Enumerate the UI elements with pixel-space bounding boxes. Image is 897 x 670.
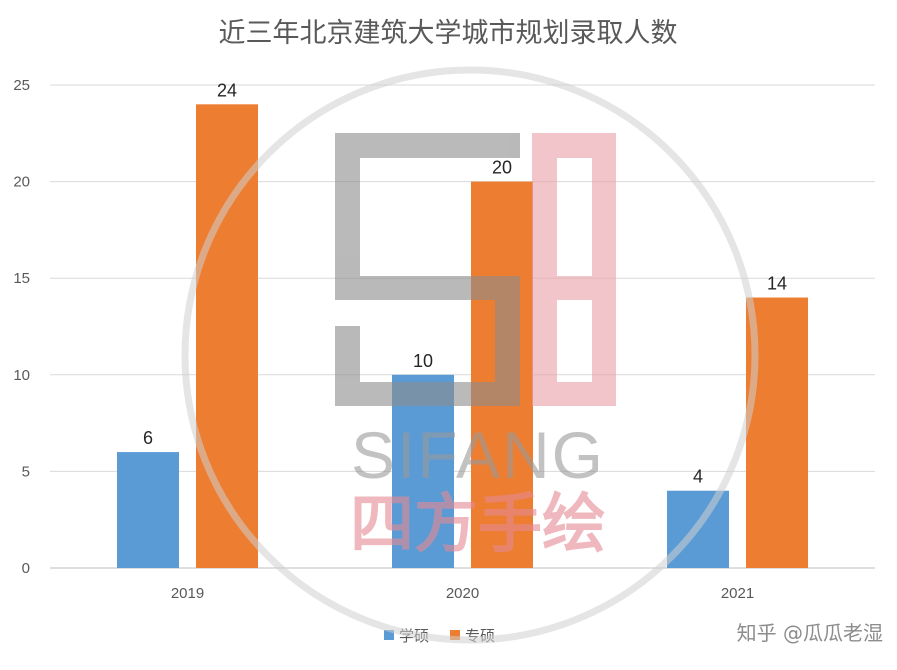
y-tick-label: 10 — [13, 367, 30, 384]
x-tick-label: 2021 — [721, 585, 754, 602]
legend-label: 专硕 — [465, 627, 495, 645]
bar — [667, 490, 729, 568]
bars — [117, 104, 808, 568]
bar — [117, 452, 179, 568]
y-tick-label: 25 — [13, 77, 30, 94]
chart-title: 近三年北京建筑大学城市规划录取人数 — [219, 18, 678, 49]
data-label: 20 — [492, 158, 512, 178]
bar — [392, 374, 454, 568]
bar — [196, 104, 258, 568]
bar — [471, 181, 533, 568]
data-label: 6 — [143, 428, 153, 448]
legend: 学硕 专硕 — [384, 627, 495, 645]
y-axis: 0 5 10 15 20 25 — [13, 77, 30, 577]
y-tick-label: 15 — [13, 270, 30, 287]
y-tick-label: 5 — [22, 463, 30, 480]
y-tick-label: 20 — [13, 174, 30, 191]
bar — [746, 297, 808, 568]
data-label: 14 — [767, 274, 787, 294]
legend-swatch — [384, 630, 394, 640]
x-tick-label: 2019 — [171, 585, 204, 602]
legend-swatch — [450, 630, 460, 640]
legend-label: 学硕 — [399, 627, 429, 645]
data-label: 4 — [693, 467, 703, 487]
credit-text: 知乎 @瓜瓜老湿 — [737, 621, 883, 645]
x-tick-label: 2020 — [446, 585, 479, 602]
data-label: 10 — [413, 351, 433, 371]
data-label: 24 — [217, 80, 237, 100]
y-tick-label: 0 — [22, 560, 30, 577]
x-axis: 2019 2020 2021 — [171, 585, 754, 602]
